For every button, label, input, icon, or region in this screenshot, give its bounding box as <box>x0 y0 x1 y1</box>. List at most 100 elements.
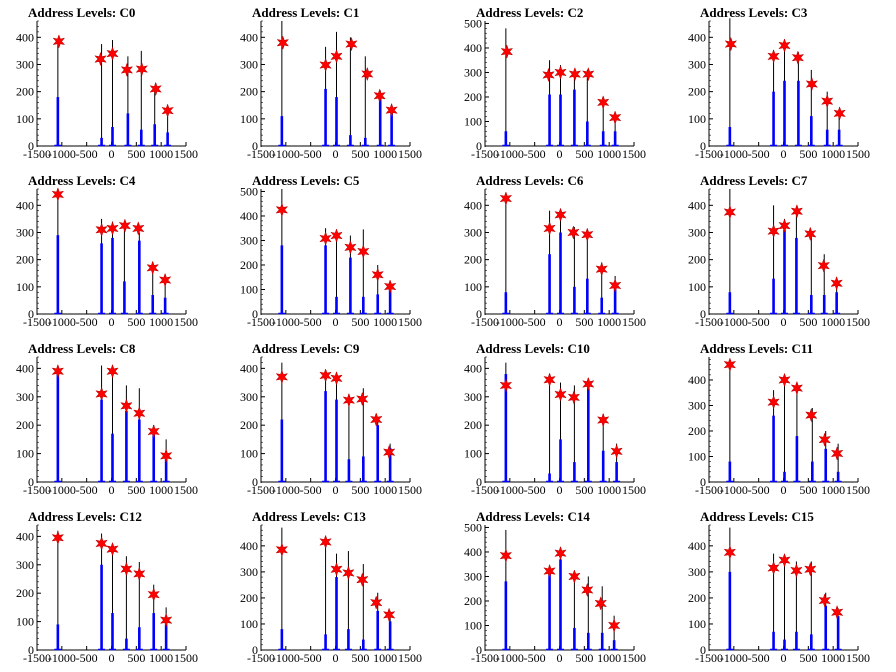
peak-bar <box>362 296 365 314</box>
peak-bar <box>504 374 508 482</box>
peak-marker <box>804 226 817 242</box>
peak-marker <box>147 424 160 439</box>
x-tick-label: -1000 <box>720 651 748 665</box>
peak-marker <box>607 618 621 633</box>
x-tick-label: -1500 <box>23 315 51 329</box>
peak-marker <box>581 227 594 242</box>
peak-bar <box>559 94 562 146</box>
peak-marker <box>330 371 343 386</box>
y-tick-label: 400 <box>464 545 482 559</box>
x-tick-label: 0 <box>333 651 339 665</box>
panel-1: Address Levels: C1 0 100 200 300 400 -1500-100… <box>240 5 422 161</box>
x-tick-label: 1500 <box>398 651 422 665</box>
peak-bar <box>811 461 814 482</box>
y-tick-label: 400 <box>688 198 706 212</box>
peak-bar <box>797 80 800 146</box>
x-tick-label: -1500 <box>695 651 723 665</box>
x-tick-label: 1000 <box>821 483 845 497</box>
x-tick-label: 0 <box>109 483 115 497</box>
panel-4: Address Levels: C4 0 100 200 300 400 -1500-100… <box>16 173 198 329</box>
peak-bar <box>824 605 828 650</box>
x-tick-label: 1000 <box>597 147 621 161</box>
peak-marker <box>345 36 358 52</box>
peak-bar <box>810 294 813 314</box>
peak-marker <box>51 187 65 202</box>
peak-bar <box>772 278 775 314</box>
peak-bar <box>140 129 143 146</box>
y-tick-label: 200 <box>240 258 258 272</box>
peak-bar <box>111 126 114 146</box>
peak-marker <box>778 552 791 568</box>
x-tick-label: 1000 <box>373 651 397 665</box>
peak-bar <box>772 91 775 146</box>
peak-bar <box>349 257 352 314</box>
peak-bar <box>825 129 829 146</box>
panel-12: Address Levels: C12 0 100 200 300 400 -1500-10… <box>16 509 198 665</box>
panel-6: Address Levels: C6 0 100 200 300 400 -1500-100… <box>464 173 646 329</box>
peak-bar <box>783 471 786 482</box>
y-tick-label: 300 <box>688 398 706 412</box>
peak-marker <box>830 276 843 291</box>
y-tick-label: 200 <box>16 85 34 99</box>
peak-bar <box>772 631 775 650</box>
y-tick-label: 100 <box>464 447 482 461</box>
peak-bar <box>559 439 562 482</box>
peak-bar <box>56 374 60 482</box>
peak-marker <box>106 541 119 557</box>
x-tick-label: 1500 <box>622 315 646 329</box>
x-tick-label: -500 <box>76 651 98 665</box>
peak-marker <box>554 65 567 80</box>
panel-title: Address Levels: C8 <box>28 341 136 356</box>
peak-marker <box>567 225 580 240</box>
peak-bar <box>362 639 365 650</box>
x-tick-label: 0 <box>109 651 115 665</box>
peak-marker <box>608 110 622 125</box>
peak-marker <box>382 444 396 460</box>
x-tick-label: 1000 <box>821 315 845 329</box>
peak-bar <box>111 613 114 650</box>
x-tick-label: -500 <box>524 315 546 329</box>
panel-title: Address Levels: C3 <box>700 5 808 20</box>
peak-marker <box>161 103 174 118</box>
peak-bar <box>559 559 562 650</box>
panel-9: Address Levels: C9 0 100 200 300 400 -1500-100… <box>240 341 422 497</box>
x-tick-label: -1500 <box>471 651 499 665</box>
peak-bar <box>504 292 508 314</box>
peak-marker <box>51 363 65 379</box>
peak-bar <box>388 447 392 482</box>
x-tick-label: -1500 <box>247 315 275 329</box>
x-tick-label: 1000 <box>373 315 397 329</box>
x-tick-label: 1500 <box>174 147 198 161</box>
peak-bar <box>280 116 284 146</box>
peak-marker <box>371 267 384 283</box>
y-tick-label: 300 <box>240 390 258 404</box>
x-tick-label: 1500 <box>622 651 646 665</box>
peak-bar <box>364 137 367 146</box>
peak-bar <box>601 131 605 146</box>
y-tick-label: 200 <box>688 591 706 605</box>
x-tick-label: -500 <box>524 483 546 497</box>
y-tick-label: 0 <box>700 643 706 657</box>
peak-bar <box>810 116 813 146</box>
peak-bar <box>728 126 732 146</box>
peak-bar <box>56 97 60 146</box>
peak-marker <box>499 378 513 393</box>
y-tick-label: 0 <box>476 475 482 489</box>
panel-title: Address Levels: C7 <box>700 173 808 188</box>
x-tick-label: -1500 <box>471 147 499 161</box>
x-tick-label: -500 <box>76 147 98 161</box>
y-tick-label: 300 <box>240 565 258 579</box>
peak-bar <box>362 456 365 482</box>
x-tick-label: 500 <box>799 483 817 497</box>
peak-marker <box>582 66 595 82</box>
x-tick-label: -1000 <box>48 483 76 497</box>
peak-bar <box>335 97 338 146</box>
y-tick-label: 0 <box>252 139 258 153</box>
peak-marker <box>581 582 594 598</box>
peak-bar <box>324 634 327 650</box>
y-tick-label: 200 <box>16 586 34 600</box>
peak-bar <box>376 425 380 482</box>
peak-bar <box>347 629 350 650</box>
y-tick-label: 200 <box>240 85 258 99</box>
x-tick-label: -1000 <box>496 483 524 497</box>
